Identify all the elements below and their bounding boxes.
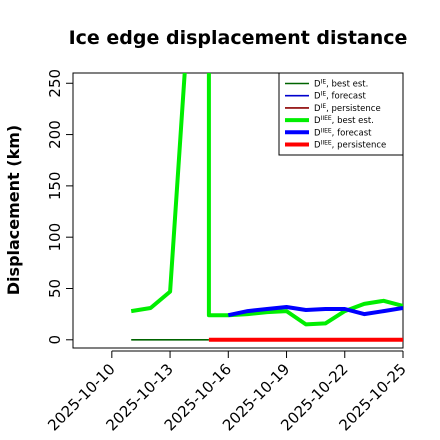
chart-title: Ice edge displacement distance [69,27,408,49]
series-layer [130,73,403,342]
legend-label-1: DIE, forecast [314,91,367,102]
y-tick-label: 150 [46,172,64,201]
series-line-4 [227,305,403,318]
legend-label-5: DIIEE, persistence [314,140,386,151]
legend-label-4: DIIEE, forecast [314,127,372,138]
legend-box [278,72,404,156]
series-line-3 [130,73,403,327]
y-tick-label: 0 [46,335,64,345]
x-axis: 2025-10-102025-10-132025-10-162025-10-19… [44,350,410,434]
y-axis: 0 50 100 150 200 250 [46,69,74,345]
legend-label-3: DIIEE, best est. [314,115,374,126]
y-axis-label: Displacement (km) [4,125,23,295]
y-tick-label: 200 [46,120,64,149]
legend-label-2: DIE, persistence [314,103,381,114]
legend-label-0: DIE, best est. [314,79,368,90]
y-tick-label: 50 [46,279,64,298]
y-tick-label: 250 [46,69,64,98]
y-tick-label: 100 [46,223,64,252]
